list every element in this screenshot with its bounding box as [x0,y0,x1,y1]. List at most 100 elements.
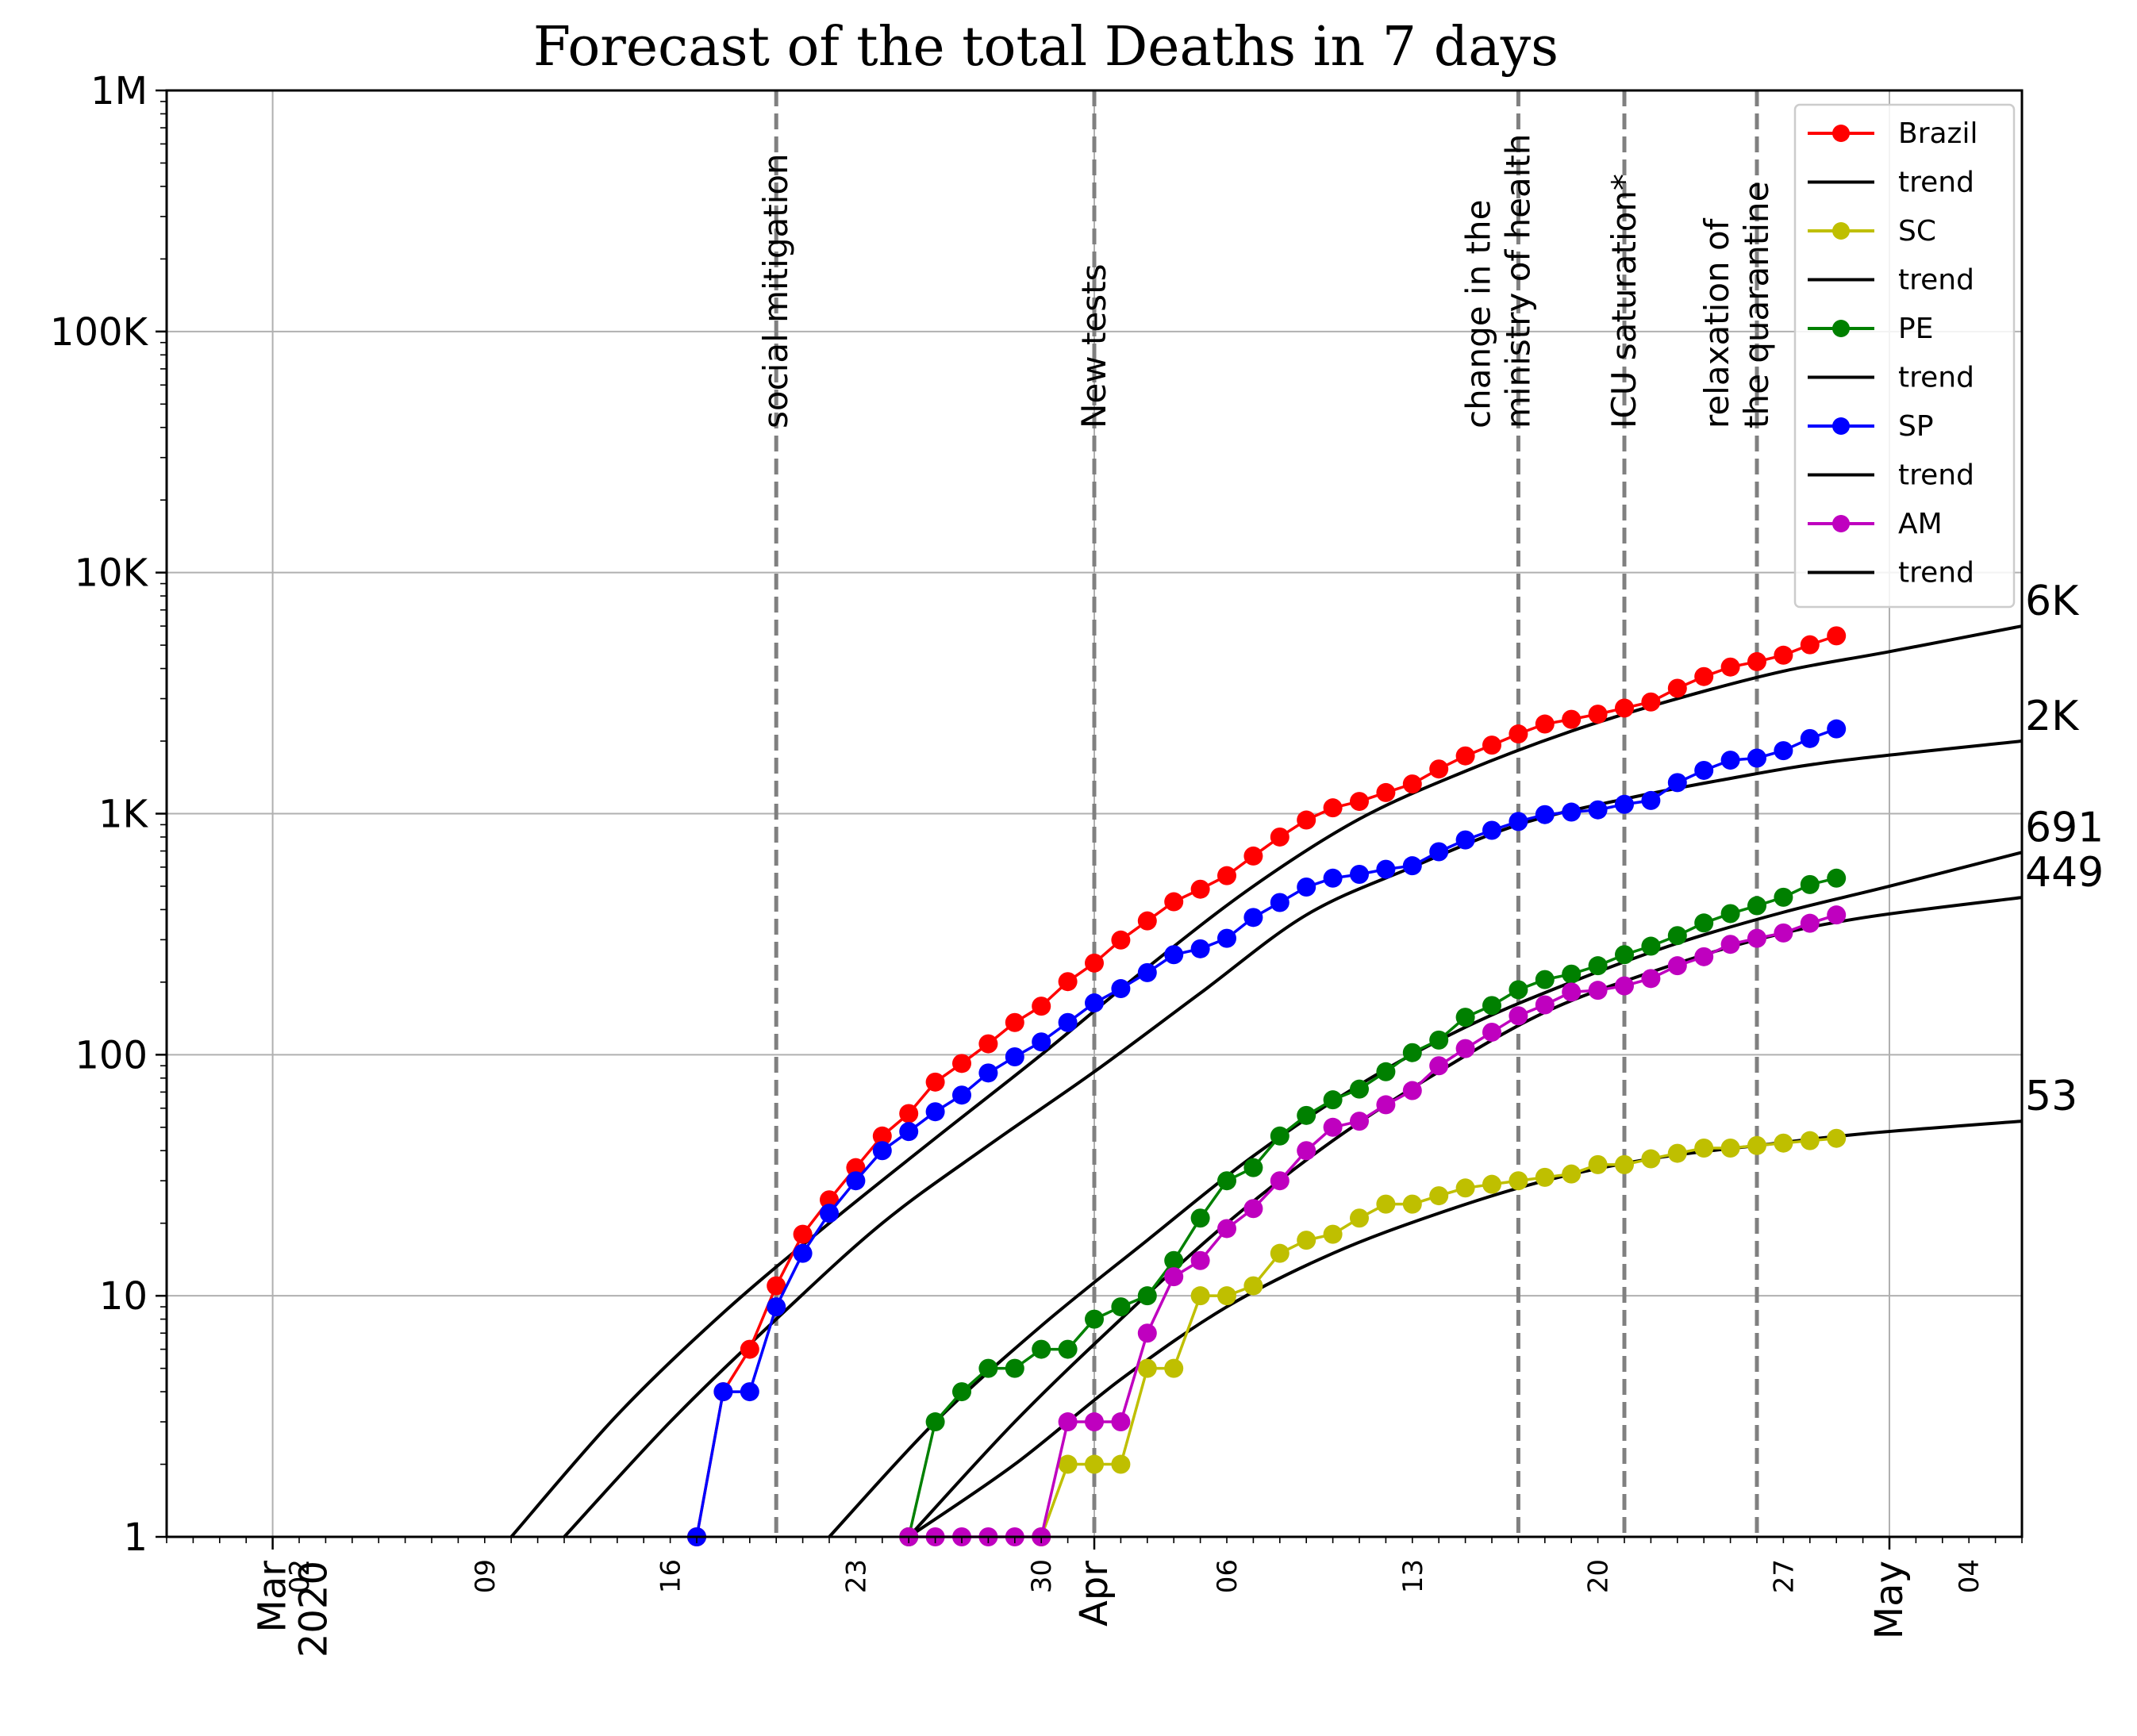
legend-label: trend [1898,459,1974,492]
data-point [1800,728,1820,748]
data-point [978,1034,998,1054]
data-point [1509,812,1528,832]
x-minor-tick-label: 30 [1026,1559,1058,1593]
data-point [1137,1358,1157,1378]
data-point [1111,979,1131,999]
legend-entry-trend: trend [1808,167,1974,199]
data-point [1509,1171,1528,1191]
data-point [1137,1323,1157,1343]
data-point [1482,1174,1501,1194]
event-label-social-mitigation: social mitigation [756,153,795,428]
data-point [1588,800,1608,820]
data-point [1217,866,1236,885]
data-point [1402,1194,1422,1214]
data-point [1482,820,1501,840]
trend-end-label-pe: 691 [2025,804,2104,851]
data-point [1217,1171,1236,1191]
data-point [1535,995,1555,1015]
data-point [1243,1276,1263,1296]
data-point [1085,1454,1104,1474]
event-label-icu-saturation: ICU saturation* [1605,174,1643,428]
legend-label: trend [1898,362,1974,394]
data-point [1641,692,1661,712]
data-point [1455,830,1475,850]
data-point [1058,1412,1078,1432]
y-tick-label: 100 [75,1033,148,1077]
data-point [1667,956,1687,976]
data-point [1190,939,1210,958]
data-point [1032,1339,1051,1359]
data-point [1774,923,1793,943]
data-point [978,1358,998,1378]
data-point [1429,759,1449,779]
legend-marker [1832,515,1850,532]
data-point [767,1297,786,1317]
data-point [1164,1250,1184,1270]
legend-label: AM [1898,508,1943,540]
trend-end-label-sp: 2K [2025,693,2080,740]
data-point [1774,645,1793,665]
data-point [952,1382,971,1402]
data-point [1588,981,1608,1001]
data-point [1270,1126,1290,1146]
legend-label: SP [1898,410,1934,443]
data-point [1005,1012,1024,1032]
legend-marker [1832,417,1850,435]
data-point [1615,945,1634,965]
data-point [1350,1112,1369,1131]
data-point [1323,1117,1343,1137]
data-point [1323,868,1343,888]
legend-marker [1832,222,1850,240]
event-label-relaxation-of-the-quarantine: relaxation ofthe quarantine [1697,181,1776,428]
data-point [1323,1090,1343,1110]
data-series [687,626,1847,1546]
data-point [1164,945,1184,965]
data-point [1694,666,1714,686]
data-point [1085,1412,1104,1432]
data-point [1402,1043,1422,1062]
data-point [1217,1219,1236,1239]
data-point [1137,911,1157,931]
data-point [820,1204,839,1223]
data-point [1800,1131,1820,1150]
text-line: Apr [1072,1561,1117,1627]
data-point [1482,996,1501,1016]
data-point [1350,865,1369,885]
data-point [820,1190,839,1210]
y-tick-label: 10 [99,1274,148,1319]
data-point [978,1063,998,1083]
series-brazil [687,626,1847,1546]
data-point [1376,1194,1396,1214]
data-point [1615,1154,1634,1174]
x-minor-tick-label: 20 [1583,1559,1615,1593]
text-line: Mar [251,1561,295,1633]
data-point [1827,626,1847,646]
data-point [1455,1008,1475,1027]
x-minor-tick-label: 04 [1954,1559,1985,1593]
text-line: relaxation of [1697,217,1736,428]
data-point [1455,1178,1475,1198]
event-label-change-in-the-ministry-of-health: change in theministry of health [1459,134,1537,428]
data-point [1376,1062,1396,1081]
data-point [1085,953,1104,973]
data-point [1217,1286,1236,1306]
chart-title: Forecast of the total Deaths in 7 days [533,16,1559,79]
data-point [1429,1056,1449,1076]
y-tick-label: 10K [74,551,148,596]
data-point [1694,947,1714,966]
data-point [1667,678,1687,698]
data-point [1800,913,1820,933]
data-point [1190,1250,1210,1270]
data-point [1243,846,1263,866]
legend-label: trend [1898,167,1974,199]
data-point [1694,760,1714,780]
data-point [1058,1012,1078,1032]
data-point [1058,972,1078,992]
data-point [1429,842,1449,862]
data-point [925,1412,945,1432]
data-point [1376,782,1396,802]
x-major-tick-label: May [1867,1561,1912,1639]
text-line: May [1867,1561,1912,1639]
data-point [1747,651,1766,671]
data-point [1455,746,1475,766]
